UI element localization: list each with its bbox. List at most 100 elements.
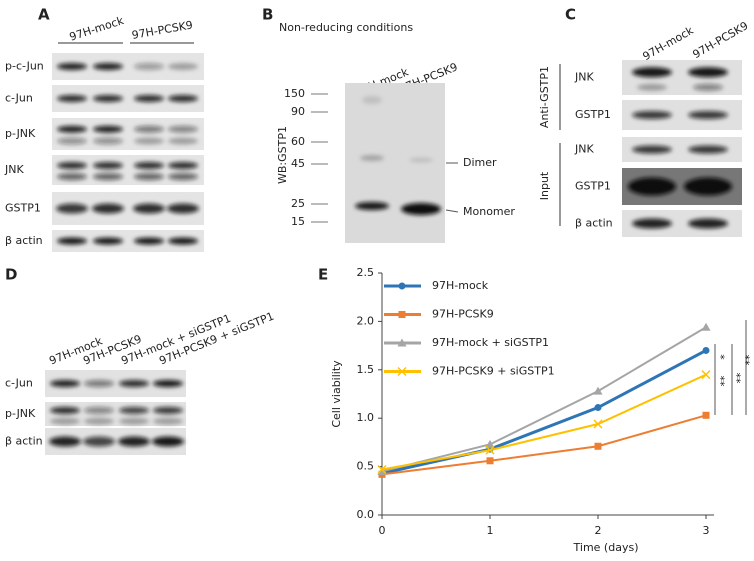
lane-label: 97H-PCSK9 bbox=[131, 18, 194, 42]
band bbox=[409, 158, 433, 162]
row-label: p-JNK bbox=[5, 127, 36, 140]
bands bbox=[50, 380, 183, 387]
series-line bbox=[381, 349, 707, 475]
marker-label: 150 bbox=[284, 87, 305, 100]
band bbox=[134, 137, 164, 145]
marker bbox=[702, 411, 710, 419]
band bbox=[93, 237, 123, 245]
band bbox=[688, 218, 728, 229]
axis-label: WB:GSTP1 bbox=[276, 126, 289, 184]
row-label: c-Jun bbox=[5, 92, 33, 105]
marker bbox=[593, 386, 603, 395]
legend-marker bbox=[398, 282, 406, 290]
band bbox=[84, 380, 114, 387]
marker bbox=[702, 346, 710, 354]
band-label: Monomer bbox=[463, 205, 515, 218]
marker bbox=[486, 457, 494, 465]
band bbox=[684, 177, 732, 196]
band bbox=[93, 95, 123, 102]
bands bbox=[50, 406, 183, 425]
row-label: GSTP1 bbox=[575, 108, 611, 121]
band bbox=[360, 155, 384, 161]
row-label: JNK bbox=[4, 163, 24, 176]
panel-label: B bbox=[262, 6, 273, 24]
band bbox=[57, 173, 87, 181]
legend-label: 97H-PCSK9 bbox=[432, 308, 494, 321]
lane-label: 97H-mock bbox=[68, 14, 126, 44]
band bbox=[153, 406, 183, 414]
blot bbox=[52, 118, 204, 150]
marker bbox=[485, 439, 495, 448]
row-label: JNK bbox=[574, 143, 594, 156]
band bbox=[637, 83, 667, 91]
legend-label: 97H-mock + siGSTP1 bbox=[432, 336, 549, 349]
sig-label: * bbox=[718, 354, 731, 360]
marker bbox=[377, 464, 387, 475]
row-label: p-c-Jun bbox=[5, 60, 44, 73]
y-axis-label: Cell viability bbox=[330, 360, 343, 428]
marker bbox=[593, 419, 603, 429]
band bbox=[632, 111, 672, 119]
x-tick-label: 2 bbox=[595, 524, 602, 537]
band bbox=[56, 203, 88, 214]
band bbox=[362, 96, 382, 104]
y-tick-label: 2.5 bbox=[357, 266, 375, 279]
marker bbox=[594, 404, 602, 412]
series-line bbox=[381, 414, 707, 476]
blot bbox=[52, 155, 204, 185]
marker-label: 45 bbox=[291, 157, 305, 170]
sig-label: ** bbox=[743, 354, 754, 366]
legend-marker bbox=[397, 366, 407, 377]
band bbox=[168, 162, 198, 169]
bands bbox=[57, 237, 198, 245]
blot bbox=[345, 83, 445, 243]
bands bbox=[632, 67, 728, 91]
band bbox=[167, 203, 199, 214]
pointer bbox=[445, 209, 459, 213]
group-label: Anti-GSTP1 bbox=[538, 66, 551, 128]
marker-label: 90 bbox=[291, 105, 305, 118]
band bbox=[693, 83, 723, 91]
series-line bbox=[381, 326, 707, 473]
bands bbox=[632, 145, 728, 154]
band bbox=[93, 173, 123, 181]
legend-marker bbox=[397, 338, 407, 347]
series-line bbox=[381, 373, 707, 471]
band bbox=[119, 380, 149, 387]
band bbox=[57, 237, 87, 245]
marker-label: 60 bbox=[291, 135, 305, 148]
band bbox=[57, 95, 87, 102]
band bbox=[57, 162, 87, 169]
x-axis-label: Time (days) bbox=[573, 541, 639, 554]
band bbox=[632, 145, 672, 154]
row-label: β actin bbox=[5, 435, 43, 448]
row-label: p-JNK bbox=[5, 407, 36, 420]
band bbox=[688, 111, 728, 119]
row-label: β actin bbox=[5, 234, 43, 247]
y-tick-label: 1.0 bbox=[357, 411, 375, 424]
marker bbox=[701, 322, 711, 331]
y-tick-label: 1.5 bbox=[357, 363, 375, 376]
band bbox=[84, 417, 114, 425]
blot bbox=[622, 60, 742, 95]
band bbox=[50, 406, 80, 414]
band bbox=[134, 125, 164, 133]
marker bbox=[377, 466, 387, 475]
band-label: Dimer bbox=[463, 156, 497, 169]
band bbox=[153, 417, 183, 425]
band bbox=[93, 162, 123, 169]
band bbox=[57, 63, 87, 70]
x-tick-label: 1 bbox=[487, 524, 494, 537]
marker bbox=[485, 445, 495, 455]
band bbox=[632, 218, 672, 229]
band bbox=[93, 137, 123, 145]
band bbox=[118, 436, 150, 447]
lane-label: 97H-PCSK9 bbox=[691, 19, 751, 61]
bands bbox=[49, 436, 184, 447]
panel-label: A bbox=[38, 6, 50, 24]
band bbox=[355, 202, 389, 210]
band bbox=[50, 380, 80, 387]
bands bbox=[57, 95, 198, 102]
y-tick-label: 0.0 bbox=[357, 508, 375, 521]
band bbox=[93, 125, 123, 133]
